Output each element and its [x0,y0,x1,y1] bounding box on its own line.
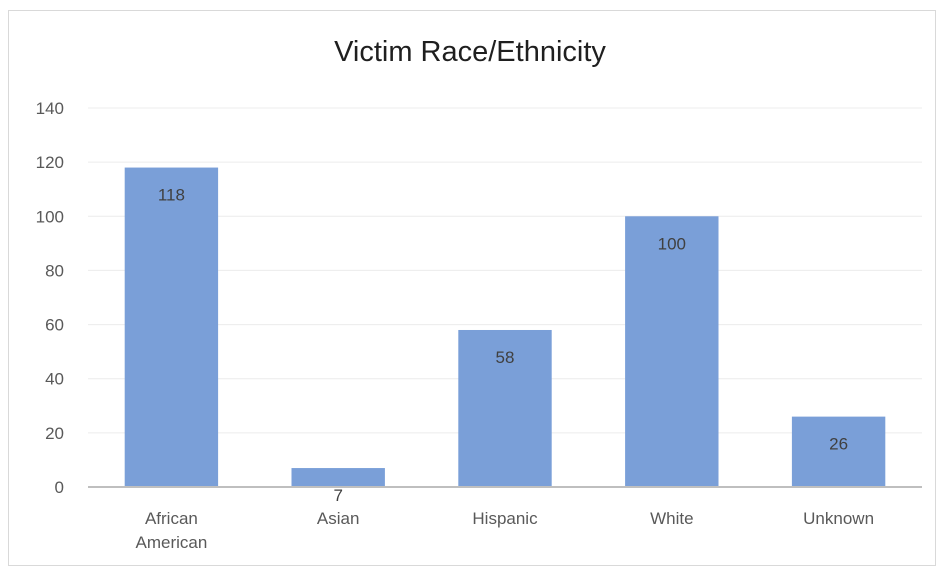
x-tick-label: White [650,509,693,528]
bars [124,167,886,488]
x-axis-labels: African American Asian Hispanic White Unknown [135,509,874,552]
gridlines [88,107,922,434]
y-tick-label: 80 [45,261,64,280]
y-axis-ticks: 0 20 40 60 80 100 120 140 [36,99,64,497]
data-label: 26 [829,435,848,454]
bar [791,416,886,487]
y-tick-label: 20 [45,424,64,443]
y-tick-label: 140 [36,99,64,118]
y-tick-label: 60 [45,316,64,335]
y-tick-label: 120 [36,153,64,172]
x-tick-label: African American [135,509,207,552]
y-tick-label: 40 [45,370,64,389]
bar [291,468,385,487]
x-tick-label: Asian [317,509,360,528]
chart-title: Victim Race/Ethnicity [334,36,606,68]
data-label: 118 [158,186,185,205]
bar [124,167,219,488]
x-tick-label: Hispanic [472,509,538,528]
data-label: 58 [496,348,515,367]
x-tick-label: Unknown [803,509,874,528]
data-label: 100 [658,234,686,253]
data-label: 7 [333,486,342,505]
y-tick-label: 0 [55,478,64,497]
data-labels: 118 7 58 100 26 [158,186,848,505]
bar [458,329,552,487]
y-tick-label: 100 [36,207,64,226]
bar [625,216,719,488]
